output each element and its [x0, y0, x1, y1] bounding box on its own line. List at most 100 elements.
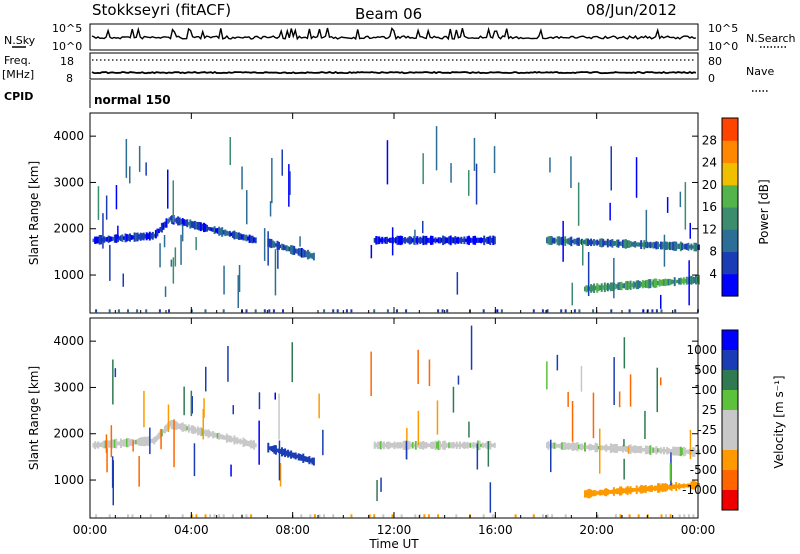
echo-cell	[225, 433, 228, 443]
echo-cell	[651, 309, 654, 313]
echo-cell	[591, 285, 594, 292]
echo-cell	[628, 240, 631, 248]
echo-cell	[660, 241, 662, 250]
echo-cell	[422, 235, 425, 246]
echo-cell	[678, 278, 681, 285]
echo-cell	[402, 440, 405, 450]
echo-cell	[393, 441, 396, 450]
echo-cell	[596, 491, 599, 495]
echo-cell	[162, 429, 165, 434]
echo-cell	[638, 446, 641, 454]
echo-cell	[676, 243, 679, 249]
echo-cell	[634, 241, 637, 248]
echo-cell	[600, 283, 603, 292]
echo-streak	[106, 448, 108, 473]
echo-cell	[469, 237, 472, 243]
echo-cell	[632, 445, 635, 453]
echo-cell	[682, 483, 685, 489]
echo-cell	[678, 446, 681, 456]
nsky-trace	[91, 26, 697, 41]
echo-cell	[97, 236, 100, 244]
echo-cell	[551, 514, 554, 518]
echo-cell	[184, 219, 187, 226]
echo-cell	[559, 237, 562, 245]
echo-cell	[676, 447, 679, 456]
echo-cell	[655, 446, 658, 455]
echo-cell	[464, 442, 467, 448]
velocity-colorbar-label: Velocity [m s⁻¹]	[772, 375, 786, 468]
echo-cell	[441, 309, 444, 313]
y-tick-label: 3000	[53, 175, 84, 189]
echo-streak	[489, 482, 492, 513]
echo-streak	[684, 182, 687, 230]
echo-cell	[297, 453, 300, 461]
echo-cell	[570, 236, 573, 247]
nsky-tick-top: 10^5	[52, 22, 82, 35]
echo-streak	[688, 260, 690, 306]
echo-cell	[419, 236, 422, 244]
echo-cell	[665, 514, 668, 518]
echo-cell	[550, 442, 553, 449]
echo-cell	[466, 441, 469, 449]
echo-cell	[684, 484, 687, 488]
echo-cell	[273, 241, 276, 248]
power-colorbar-swatch	[722, 184, 738, 208]
echo-cell	[183, 219, 186, 226]
echo-cell	[682, 244, 685, 249]
echo-streak	[180, 234, 182, 265]
echo-cell	[157, 432, 160, 440]
echo-cell	[698, 449, 700, 455]
echo-streak	[105, 195, 108, 220]
echo-cell	[487, 236, 490, 244]
echo-cell	[293, 246, 296, 255]
cpid-value: normal 150	[94, 93, 171, 107]
echo-cell	[145, 232, 148, 241]
echo-cell	[145, 309, 148, 313]
echo-cell	[649, 241, 652, 249]
echo-cell	[165, 218, 168, 228]
echo-streak	[549, 157, 551, 173]
velocity-colorbar-tick: 1000	[686, 343, 717, 357]
echo-cell	[698, 244, 700, 251]
echo-cell	[461, 238, 464, 242]
echo-cell	[168, 514, 170, 518]
echo-cell	[685, 483, 688, 488]
echo-cell	[649, 279, 652, 289]
echo-cell	[475, 237, 478, 243]
echo-streak	[623, 337, 626, 369]
echo-cell	[448, 236, 451, 245]
echo-cell	[157, 228, 160, 234]
echo-cell	[458, 441, 461, 450]
echo-cell	[390, 237, 393, 244]
echo-cell	[695, 275, 697, 285]
echo-cell	[187, 424, 190, 433]
echo-cell	[274, 243, 277, 247]
echo-cell	[443, 440, 446, 451]
echo-cell	[411, 442, 414, 449]
echo-streak	[370, 244, 373, 259]
echo-cell	[427, 514, 430, 518]
echo-cell	[644, 280, 647, 288]
echo-cell	[207, 429, 210, 438]
cpid-panel: CPID normal 150	[4, 80, 171, 108]
echo-cell	[168, 217, 171, 223]
echo-cell	[398, 442, 401, 449]
echo-cell	[250, 235, 253, 243]
echo-cell	[449, 442, 452, 448]
nsky-frame	[89, 23, 699, 51]
velocity-colorbar-swatch	[722, 450, 738, 471]
echo-streak	[267, 231, 269, 266]
echo-cell	[108, 309, 111, 313]
echo-cell	[245, 440, 248, 446]
echo-cell	[625, 487, 627, 494]
echo-cell	[619, 241, 621, 246]
echo-cell	[647, 446, 650, 454]
echo-cell	[239, 233, 242, 240]
echo-cell	[553, 237, 556, 244]
velocity-colorbar-swatch	[722, 470, 738, 491]
echo-cell	[482, 514, 485, 518]
echo-cell	[241, 440, 243, 444]
echo-cell	[431, 441, 434, 450]
echo-cell	[100, 235, 103, 245]
echo-cell	[439, 237, 442, 244]
